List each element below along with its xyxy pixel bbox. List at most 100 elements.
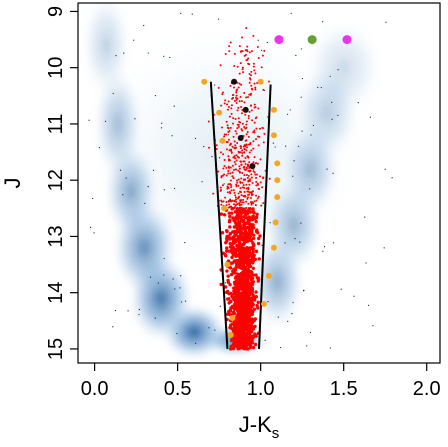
member-star <box>256 236 261 241</box>
member-star <box>243 148 246 151</box>
member-star <box>248 207 252 211</box>
member-star <box>240 341 244 345</box>
member-star <box>251 255 255 260</box>
member-star <box>253 129 256 132</box>
member-star <box>250 104 253 107</box>
field-star-dot <box>331 118 333 120</box>
member-stars-layer <box>207 27 271 351</box>
member-star <box>241 181 244 184</box>
field-star-dot <box>286 113 289 115</box>
field-star-dot <box>227 134 230 136</box>
member-star <box>237 192 240 195</box>
field-star-dot <box>309 331 311 334</box>
member-star <box>251 250 255 254</box>
member-star <box>228 231 233 236</box>
member-star <box>240 293 244 297</box>
field-star-dot <box>299 241 301 243</box>
member-star <box>228 203 231 206</box>
member-star <box>225 204 228 207</box>
member-star <box>251 266 256 270</box>
black-star-marker <box>231 78 238 85</box>
member-star <box>240 177 243 180</box>
member-star <box>250 334 255 339</box>
member-star <box>236 141 239 144</box>
member-star <box>232 135 235 138</box>
member-star <box>244 49 247 52</box>
member-star <box>233 65 236 68</box>
member-star <box>233 140 236 143</box>
member-star <box>245 340 249 344</box>
member-star <box>259 175 262 178</box>
x-tick-label: 1.0 <box>247 378 275 400</box>
member-star <box>224 52 227 55</box>
field-star-dot <box>277 316 279 318</box>
member-star <box>227 211 231 215</box>
member-star <box>251 327 256 331</box>
member-star <box>254 173 257 176</box>
member-star <box>232 156 235 159</box>
field-star-dot <box>157 282 160 284</box>
member-star <box>244 113 247 116</box>
member-star <box>228 225 232 229</box>
field-star-dot <box>147 186 149 188</box>
x-tick-label: 2.0 <box>413 378 441 400</box>
member-star <box>238 100 241 103</box>
y-tick-label: 14 <box>45 282 67 304</box>
member-star <box>221 91 224 94</box>
orange-star-marker <box>265 272 272 279</box>
member-star <box>225 148 228 151</box>
member-star <box>254 290 258 294</box>
x-tick-label: 1.5 <box>330 378 358 400</box>
member-star <box>255 199 258 202</box>
member-star <box>249 287 253 291</box>
member-star <box>256 241 261 246</box>
member-star <box>257 107 260 110</box>
member-star <box>243 301 248 305</box>
member-star <box>245 123 248 126</box>
member-star <box>227 172 230 175</box>
field-star-dot <box>257 39 259 41</box>
field-star-dot <box>332 242 335 244</box>
member-star <box>254 295 258 299</box>
member-star <box>246 196 249 199</box>
member-star <box>252 140 255 143</box>
member-star <box>250 203 253 206</box>
member-star <box>245 207 248 210</box>
member-star <box>239 199 242 202</box>
member-star <box>247 261 252 266</box>
member-star <box>238 82 241 85</box>
field-star-dot <box>264 339 266 341</box>
field-star-dot <box>174 288 176 290</box>
highlighted-stars-layer <box>201 35 352 338</box>
member-star <box>239 203 242 206</box>
member-star <box>225 141 228 144</box>
member-star <box>243 234 248 239</box>
member-star <box>233 206 236 209</box>
y-tick-label: 13 <box>45 225 67 247</box>
member-star <box>250 109 253 112</box>
member-star <box>222 200 225 203</box>
member-star <box>248 232 252 236</box>
member-star <box>241 129 244 132</box>
member-star <box>242 257 246 261</box>
member-star <box>260 66 263 69</box>
member-star <box>222 153 225 156</box>
member-star <box>237 106 240 109</box>
member-star <box>247 188 250 191</box>
member-star <box>263 132 266 135</box>
member-star <box>222 167 225 170</box>
member-star <box>237 286 242 291</box>
member-star <box>237 125 240 128</box>
member-star <box>252 161 255 164</box>
member-star <box>226 108 229 111</box>
orange-star-marker <box>201 78 208 85</box>
member-star <box>225 133 228 136</box>
member-star <box>220 203 223 206</box>
field-star-dot <box>337 114 339 116</box>
orange-star-marker <box>272 219 279 226</box>
field-star-dot <box>294 238 296 240</box>
y-tick-label: 15 <box>45 338 67 360</box>
field-star-dot <box>292 175 294 177</box>
member-star <box>217 170 220 173</box>
member-star <box>235 207 239 211</box>
